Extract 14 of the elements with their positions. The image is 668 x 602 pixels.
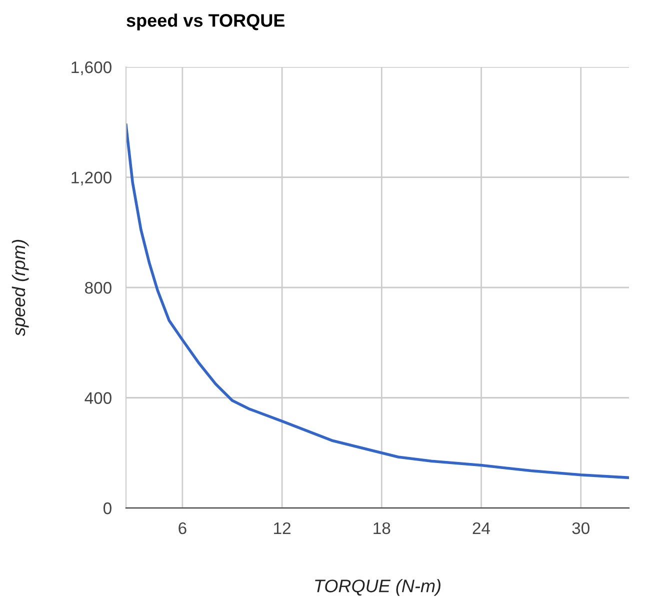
y-tick-label: 800 <box>85 282 112 294</box>
chart-title: speed vs TORQUE <box>126 14 285 30</box>
x-tick-label: 30 <box>572 522 590 534</box>
x-tick-label: 12 <box>274 522 290 534</box>
line-series <box>126 123 629 480</box>
y-tick-label: 1,200 <box>72 172 112 186</box>
y-tick-label: 1,600 <box>72 61 112 76</box>
x-tick-label: 6 <box>178 522 186 534</box>
x-tick-label: 24 <box>472 522 490 534</box>
x-axis-title: TORQUE (N-m) <box>315 579 440 596</box>
x-tick-label: 18 <box>374 522 390 534</box>
y-tick-label: 400 <box>84 392 112 404</box>
y-tick-label: 0 <box>103 502 112 514</box>
y-axis-title: speed (rpm) <box>12 240 29 336</box>
